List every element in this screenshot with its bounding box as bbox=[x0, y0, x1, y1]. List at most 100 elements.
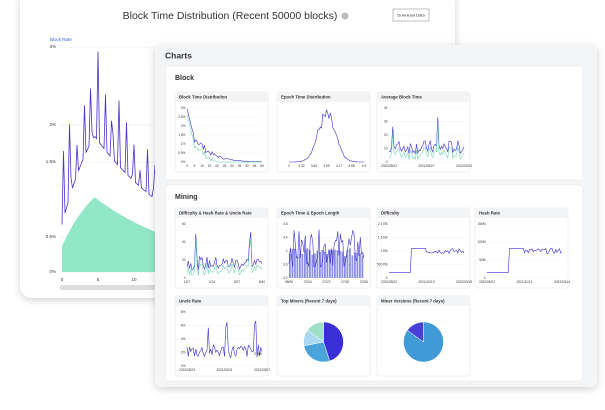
line-decor bbox=[388, 117, 465, 155]
y-tick-label: 2.5% bbox=[178, 115, 185, 119]
x-tick-label: 07/30 bbox=[341, 280, 349, 284]
y-tick-label: 1.5% bbox=[178, 133, 185, 137]
card-header bbox=[377, 92, 470, 102]
x-tick-label: 3.32 bbox=[298, 164, 304, 168]
bar-decor bbox=[304, 249, 306, 278]
bar-decor bbox=[316, 250, 319, 278]
card-title: Epoch Time Distribution bbox=[281, 95, 331, 100]
y-tick-label: 0% bbox=[49, 269, 56, 274]
info-icon bbox=[341, 12, 349, 20]
x-tick-label: 0 bbox=[186, 164, 188, 168]
chart-card bbox=[276, 91, 371, 173]
x-tick-label: 5 bbox=[194, 164, 196, 168]
bar-decor bbox=[294, 248, 296, 278]
line-decor bbox=[288, 229, 365, 268]
y-tick-label: 0.5% bbox=[178, 151, 185, 155]
card-header bbox=[175, 92, 268, 102]
y-tick-label: 2% bbox=[181, 350, 186, 354]
y-tick-label: 50M bbox=[479, 258, 486, 262]
y-tick-label: 0 bbox=[484, 276, 486, 280]
pie-decor bbox=[406, 321, 424, 343]
section-title: Block bbox=[175, 75, 194, 82]
legend: Block Rate bbox=[50, 37, 72, 42]
card-title: Difficulty bbox=[381, 211, 400, 216]
chart-card bbox=[376, 91, 471, 173]
y-tick-label: 10 bbox=[384, 146, 388, 150]
x-tick-label: 3.65 bbox=[311, 164, 317, 168]
card-header bbox=[377, 296, 470, 306]
bar-decor bbox=[361, 255, 364, 278]
x-tick-label: 2/14 bbox=[209, 280, 215, 284]
y-tick-label: 0% bbox=[181, 160, 186, 164]
line-decor bbox=[186, 320, 263, 359]
x-tick-label: 50 bbox=[260, 164, 264, 168]
y-tick-label: 1 EB bbox=[381, 249, 388, 253]
y-tick-label: 1.5% bbox=[46, 159, 56, 164]
bar-decor bbox=[301, 253, 304, 278]
y-tick-label: 20 bbox=[182, 258, 186, 262]
x-tick-label: 3/27 bbox=[234, 280, 240, 284]
bar-decor bbox=[344, 256, 346, 278]
download-label[interactable]: Download Data bbox=[397, 13, 425, 18]
x-tick-label: 2021/05/31 bbox=[217, 368, 233, 372]
x-tick-label: 4.9 bbox=[362, 164, 367, 168]
y-tick-label: 100M bbox=[478, 240, 486, 244]
x-tick-label: 2022/03/07 bbox=[254, 368, 270, 372]
card-title: Miner Versions (Recent 7 days) bbox=[381, 299, 445, 304]
pie-decor bbox=[323, 321, 344, 362]
bar-decor bbox=[319, 251, 321, 278]
card-title: Top Miners (Recent 7 days) bbox=[281, 299, 337, 304]
line-decor bbox=[186, 108, 263, 163]
y-tick-label: 1.5 EB bbox=[378, 235, 388, 239]
bar-decor bbox=[324, 251, 326, 278]
y-tick-label: 3.2 bbox=[283, 276, 288, 280]
y-tick-label: 2% bbox=[49, 122, 56, 127]
y-tick-label: 4.8 bbox=[283, 222, 288, 226]
x-tick-label: 2020/05/23 bbox=[179, 368, 195, 372]
y-tick-label: 4% bbox=[181, 337, 186, 341]
card-title: Difficulty & Hash Rate & Uncle Rate bbox=[179, 211, 252, 216]
bar-decor bbox=[321, 249, 324, 278]
y-tick-label: 0 bbox=[386, 276, 388, 280]
bar-decor bbox=[314, 253, 316, 278]
card-title: Average Block Time bbox=[381, 95, 422, 100]
x-tick-label: 35 bbox=[238, 164, 242, 168]
line-decor bbox=[186, 114, 262, 163]
panel-content: Block Block Time Distribution 3% 2.5% 2% 1.5%… bbox=[164, 65, 584, 382]
bar-decor bbox=[296, 256, 299, 278]
line-decor bbox=[388, 123, 465, 161]
x-tick-label: 5 bbox=[97, 277, 100, 282]
chart-card bbox=[174, 91, 269, 173]
x-tick-label: 07/04 bbox=[304, 280, 312, 284]
card-title: Block Time Distribution bbox=[179, 95, 228, 100]
x-tick-label: 45 bbox=[253, 164, 257, 168]
card-title: Epoch Time & Epoch Length bbox=[281, 211, 340, 216]
y-tick-label: 500 PB bbox=[377, 262, 387, 266]
y-tick-label: 30 bbox=[384, 119, 388, 123]
x-tick-label: 2020/05/22 bbox=[381, 164, 397, 168]
bar-decor bbox=[336, 250, 339, 278]
x-tick-label: 2022/03/14 bbox=[554, 280, 570, 284]
y-tick-label: 4.4 bbox=[283, 235, 288, 239]
y-tick-label: 3% bbox=[49, 44, 56, 49]
x-tick-label: 12/7 bbox=[184, 280, 190, 284]
download-button[interactable] bbox=[392, 8, 430, 22]
y-tick-label: 0 bbox=[184, 276, 186, 280]
card-header bbox=[277, 92, 370, 102]
bar-decor bbox=[306, 248, 309, 278]
line-decor bbox=[186, 232, 263, 271]
pie-decor bbox=[306, 321, 324, 343]
x-tick-label: 2020/05/22 bbox=[381, 280, 397, 284]
bar-decor bbox=[349, 248, 351, 278]
bar-decor bbox=[309, 250, 311, 278]
x-tick-label: 2022/02/23 bbox=[456, 164, 472, 168]
y-tick-label: 8% bbox=[181, 310, 186, 314]
window-title: Block Time Distribution (Recent 50000 bl… bbox=[123, 10, 338, 22]
x-tick-label: 30 bbox=[230, 164, 234, 168]
scrollbar bbox=[60, 285, 160, 290]
x-tick-label: 20 bbox=[215, 164, 219, 168]
panel-title: Charts bbox=[165, 50, 192, 60]
y-tick-label: 3.6 bbox=[283, 262, 288, 266]
